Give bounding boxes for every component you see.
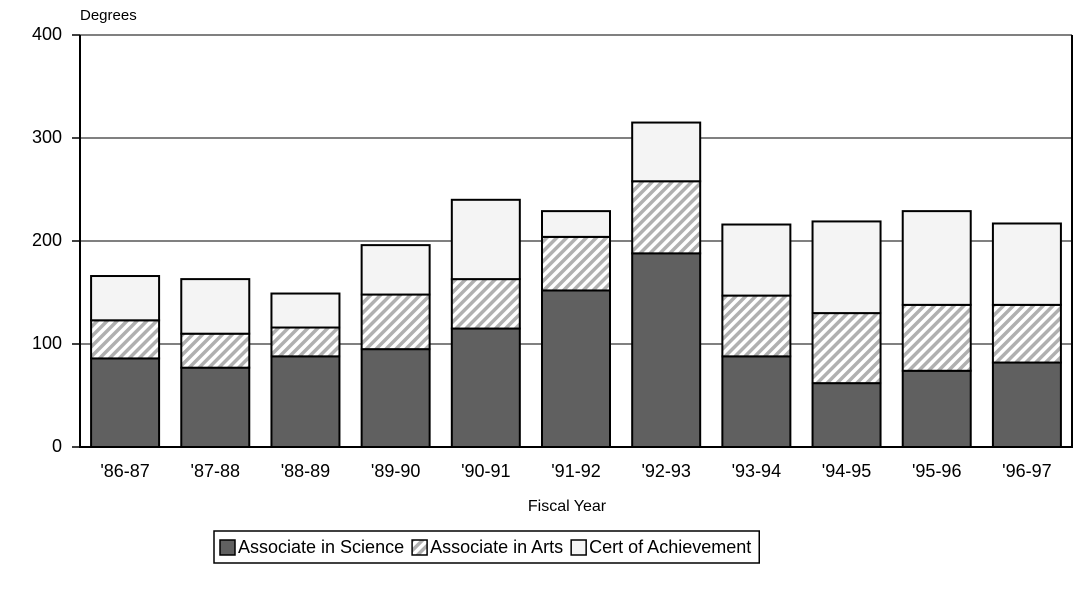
x-tick-label: '93-94 [732,461,781,481]
bar-segment [270,326,341,358]
x-tick-label: '86-87 [100,461,149,481]
bar-segment [360,244,431,296]
x-tick-label: '94-95 [822,461,871,481]
bar-segment [901,369,972,448]
legend-box [213,530,760,564]
bar-segment [270,355,341,448]
y-tick-label: 200 [32,230,62,250]
y-tick-label: 0 [52,436,62,456]
bar-segment [90,275,161,322]
bar-segment [991,303,1062,364]
x-tick-label: '95-96 [912,461,961,481]
x-tick-label: '89-90 [371,461,420,481]
bar-segment [90,319,161,360]
bar-segment [180,278,251,335]
x-tick-label: '92-93 [641,461,690,481]
x-axis-title: Fiscal Year [528,498,607,515]
bar-segment [901,210,972,306]
bar-segment [541,289,611,448]
bar-segment [360,293,431,351]
y-tick-label: 300 [32,127,62,147]
bar-segment [360,348,431,448]
legend-label: Cert of Achievement [589,537,751,557]
legend-label: Associate in Arts [430,537,563,557]
bar-segment [541,210,611,238]
legend-swatch [570,539,587,556]
x-tick-label: '96-97 [1002,461,1051,481]
legend-label: Associate in Science [238,537,404,557]
bar-segment [991,361,1062,449]
bar-segment [631,252,702,448]
x-tick-label: '90-91 [461,461,510,481]
bar-segment [991,222,1062,306]
bar-segment [811,220,882,315]
x-tick-label: '91-92 [551,461,600,481]
bar-segment [180,366,251,448]
bar-segment [811,382,882,449]
bar-segment [721,355,792,448]
bar-segment [450,278,521,330]
y-tick-label: 400 [32,24,62,44]
bar-segment [180,332,251,369]
bar-segment [450,198,521,281]
bar-segment [450,327,521,448]
y-axis-title: Degrees [80,7,137,24]
bar-segment [811,312,882,385]
bar-segment [541,235,611,292]
y-tick-label: 100 [32,333,62,353]
legend-swatch [219,539,236,556]
bar-segment [631,121,702,183]
legend-swatch [411,539,428,556]
bar-segment [270,292,341,329]
bar-segment [631,180,702,255]
x-tick-label: '87-88 [191,461,240,481]
x-tick-label: '88-89 [281,461,330,481]
bar-segment [721,223,792,297]
bar-segment [90,357,161,449]
bar-segment [901,303,972,372]
bar-segment [721,294,792,358]
